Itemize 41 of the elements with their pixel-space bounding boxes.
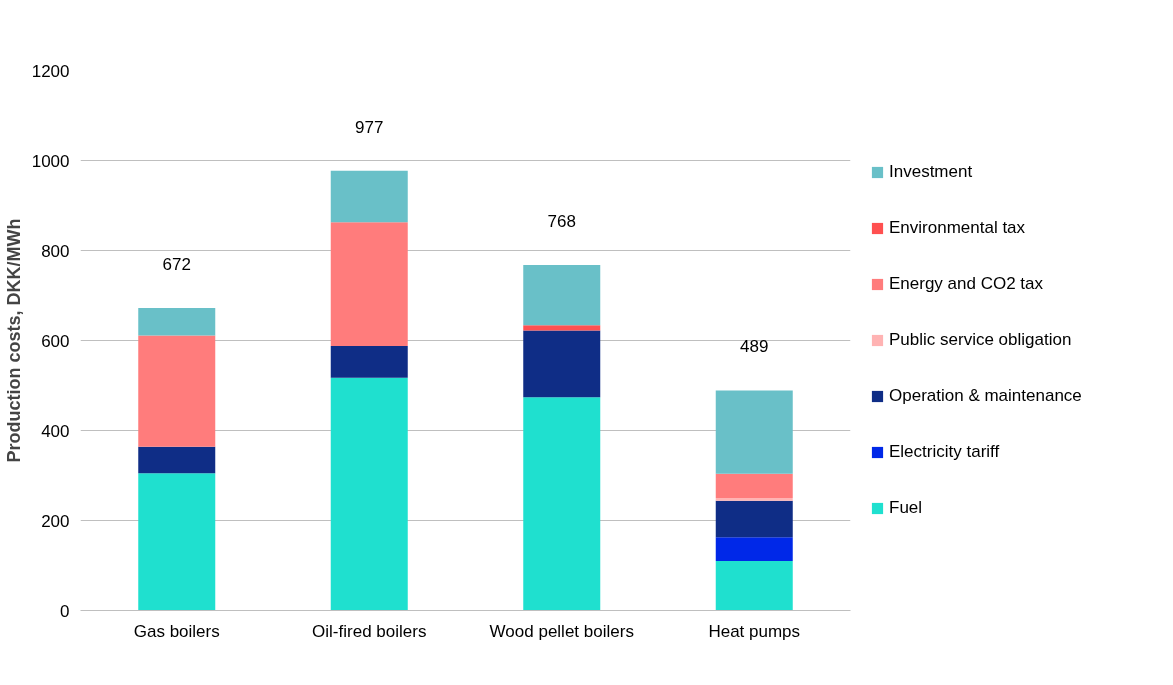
bar — [715, 390, 793, 474]
legend-label: Fuel — [889, 498, 923, 518]
bar — [138, 335, 216, 447]
bar — [523, 325, 601, 331]
bar — [138, 308, 216, 336]
y-tick-label: 200 — [41, 511, 70, 531]
bar — [715, 500, 793, 538]
y-tick-label: 1200 — [31, 61, 70, 81]
bar — [715, 537, 793, 561]
bar — [715, 473, 793, 498]
total-label: 977 — [355, 117, 384, 137]
x-tick-label: Wood pellet boilers — [489, 621, 634, 641]
total-label: 489 — [740, 337, 769, 357]
y-tick-label: 600 — [41, 331, 70, 351]
bar — [523, 330, 601, 398]
bar — [330, 345, 408, 378]
total-label: 768 — [547, 211, 576, 231]
x-tick-label: Oil-fired boilers — [312, 621, 427, 641]
legend-label: Energy and CO2 tax — [889, 274, 1044, 294]
legend-label: Operation & maintenance — [889, 386, 1082, 406]
bar — [715, 498, 793, 501]
bar — [138, 446, 216, 474]
bar — [330, 222, 408, 346]
legend-label: Public service obligation — [889, 330, 1072, 350]
bar — [523, 264, 601, 326]
y-axis-title: Production costs, DKK/MWh — [3, 218, 24, 463]
bar — [330, 377, 408, 611]
bar — [138, 473, 216, 611]
x-tick-label: Heat pumps — [708, 621, 801, 641]
legend-label: Investment — [889, 162, 973, 182]
total-label: 672 — [162, 255, 191, 275]
y-tick-label: 0 — [60, 601, 70, 621]
y-tick-label: 1000 — [31, 151, 70, 171]
y-tick-label: 800 — [41, 241, 70, 261]
legend-label: Environmental tax — [889, 218, 1026, 238]
bar — [330, 170, 408, 223]
bar — [523, 397, 601, 611]
bar — [715, 561, 793, 611]
x-tick-label: Gas boilers — [133, 621, 220, 641]
legend-label: Electricity tariff — [889, 442, 1000, 462]
y-tick-label: 400 — [41, 421, 70, 441]
